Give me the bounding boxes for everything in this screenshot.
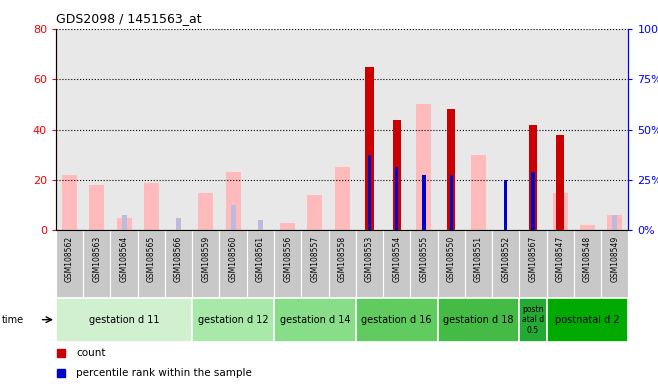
Bar	[395, 167, 398, 230]
Text: GSM108558: GSM108558	[338, 236, 347, 282]
Text: percentile rank within the sample: percentile rank within the sample	[76, 368, 252, 378]
Bar	[368, 155, 371, 230]
Bar	[328, 230, 356, 298]
Bar	[258, 220, 263, 230]
Bar	[301, 230, 328, 298]
Bar	[220, 230, 247, 298]
Bar	[89, 185, 105, 230]
Text: gestation d 14: gestation d 14	[280, 314, 350, 325]
Bar	[471, 155, 486, 230]
Bar	[383, 230, 411, 298]
Text: GSM108567: GSM108567	[528, 236, 538, 282]
Text: gestation d 16: gestation d 16	[361, 314, 432, 325]
Text: gestation d 11: gestation d 11	[89, 314, 159, 325]
Bar	[83, 230, 111, 298]
Text: time: time	[2, 314, 24, 325]
Text: GSM108562: GSM108562	[65, 236, 74, 282]
Bar	[144, 182, 159, 230]
Bar	[56, 298, 192, 342]
Bar	[574, 230, 601, 298]
Text: GSM108554: GSM108554	[392, 236, 401, 282]
Text: GDS2098 / 1451563_at: GDS2098 / 1451563_at	[56, 12, 201, 25]
Text: GSM108547: GSM108547	[556, 236, 565, 282]
Bar	[122, 215, 126, 230]
Text: GSM108555: GSM108555	[419, 236, 428, 282]
Text: GSM108550: GSM108550	[447, 236, 456, 282]
Bar	[438, 298, 519, 342]
Bar	[274, 298, 356, 342]
Bar	[529, 124, 537, 230]
Bar	[365, 66, 374, 230]
Text: postnatal d 2: postnatal d 2	[555, 314, 620, 325]
Text: GSM108560: GSM108560	[228, 236, 238, 282]
Bar	[438, 230, 465, 298]
Bar	[519, 298, 547, 342]
Bar	[613, 215, 617, 230]
Text: GSM108552: GSM108552	[501, 236, 510, 282]
Text: GSM108556: GSM108556	[283, 236, 292, 282]
Bar	[231, 205, 236, 230]
Bar	[547, 298, 628, 342]
Bar	[556, 135, 565, 230]
Bar	[422, 175, 426, 230]
Text: GSM108549: GSM108549	[610, 236, 619, 282]
Bar	[553, 193, 568, 230]
Text: GSM108548: GSM108548	[583, 236, 592, 282]
Bar	[504, 180, 507, 230]
Bar	[138, 230, 165, 298]
Bar	[192, 298, 274, 342]
Bar	[532, 172, 534, 230]
Bar	[62, 175, 77, 230]
Bar	[417, 104, 432, 230]
Bar	[411, 230, 438, 298]
Text: GSM108553: GSM108553	[365, 236, 374, 282]
Bar	[607, 215, 622, 230]
Text: postn
atal d
0.5: postn atal d 0.5	[522, 305, 544, 334]
Bar	[165, 230, 192, 298]
Bar	[274, 230, 301, 298]
Bar	[226, 172, 241, 230]
Text: GSM108566: GSM108566	[174, 236, 183, 282]
Text: GSM108551: GSM108551	[474, 236, 483, 282]
Bar	[307, 195, 322, 230]
Bar	[56, 230, 83, 298]
Text: GSM108559: GSM108559	[201, 236, 211, 282]
Bar	[280, 223, 295, 230]
Bar	[192, 230, 220, 298]
Text: GSM108563: GSM108563	[92, 236, 101, 282]
Text: gestation d 12: gestation d 12	[198, 314, 268, 325]
Bar	[247, 230, 274, 298]
Bar	[580, 225, 595, 230]
Text: GSM108561: GSM108561	[256, 236, 265, 282]
Bar	[393, 119, 401, 230]
Bar	[198, 193, 213, 230]
Text: count: count	[76, 348, 105, 358]
Bar	[176, 218, 181, 230]
Bar	[601, 230, 628, 298]
Bar	[116, 218, 132, 230]
Text: GSM108565: GSM108565	[147, 236, 156, 282]
Bar	[356, 298, 438, 342]
Text: GSM108564: GSM108564	[120, 236, 128, 282]
Bar	[111, 230, 138, 298]
Text: GSM108557: GSM108557	[311, 236, 319, 282]
Bar	[519, 230, 547, 298]
Bar	[447, 109, 455, 230]
Bar	[449, 175, 453, 230]
Bar	[465, 230, 492, 298]
Bar	[335, 167, 349, 230]
Bar	[547, 230, 574, 298]
Text: gestation d 18: gestation d 18	[443, 314, 514, 325]
Bar	[356, 230, 383, 298]
Bar	[492, 230, 519, 298]
